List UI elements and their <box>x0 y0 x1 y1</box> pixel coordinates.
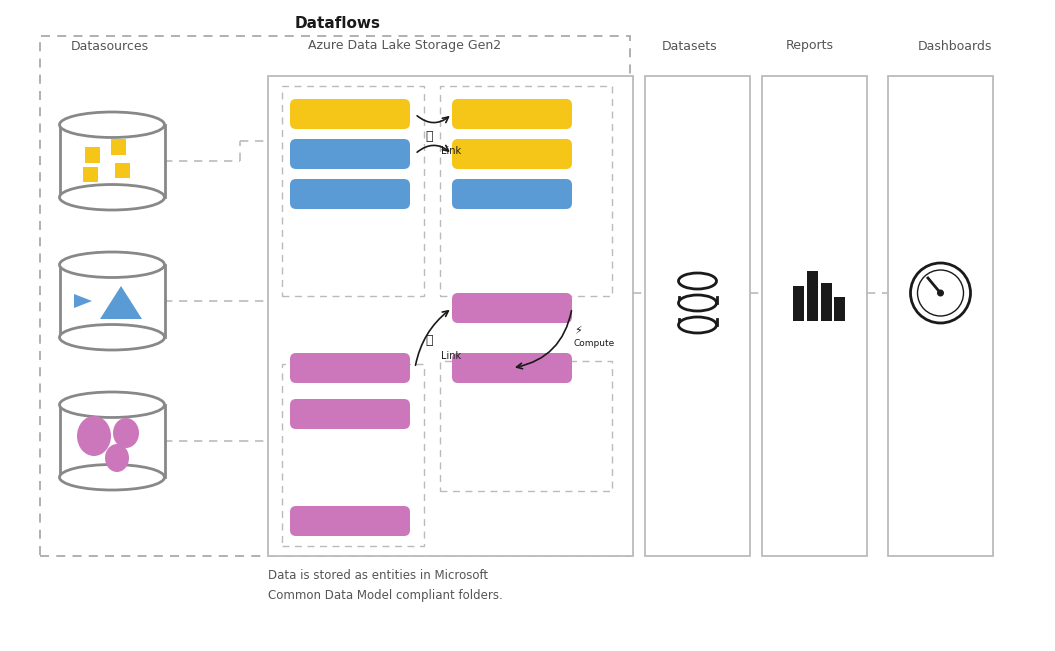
Bar <box>762 76 867 556</box>
Text: Reports: Reports <box>786 40 835 53</box>
Bar <box>40 36 630 556</box>
Text: ⚡: ⚡ <box>574 326 581 336</box>
Text: ⛓: ⛓ <box>425 130 433 143</box>
Polygon shape <box>74 294 92 308</box>
Bar <box>440 361 612 491</box>
Bar <box>59 405 165 477</box>
FancyBboxPatch shape <box>290 179 410 209</box>
Bar <box>111 139 126 154</box>
Bar <box>115 163 130 178</box>
Ellipse shape <box>59 112 165 137</box>
Ellipse shape <box>106 444 129 472</box>
Bar <box>440 86 612 296</box>
Ellipse shape <box>59 184 165 210</box>
Bar <box>268 76 633 556</box>
Bar <box>835 297 845 321</box>
Bar <box>678 319 716 325</box>
Bar <box>888 76 993 556</box>
FancyBboxPatch shape <box>452 99 572 129</box>
Text: Link: Link <box>441 146 461 156</box>
Ellipse shape <box>113 418 139 448</box>
FancyBboxPatch shape <box>290 353 410 383</box>
Text: ⛓: ⛓ <box>425 335 433 348</box>
Circle shape <box>910 263 971 323</box>
Text: Datasets: Datasets <box>663 40 717 53</box>
Ellipse shape <box>59 324 165 350</box>
Polygon shape <box>100 286 142 319</box>
Bar <box>82 167 97 182</box>
Ellipse shape <box>59 392 165 417</box>
Ellipse shape <box>59 465 165 490</box>
Circle shape <box>937 290 944 296</box>
Bar <box>678 297 716 303</box>
Text: Data is stored as entities in Microsoft
Common Data Model compliant folders.: Data is stored as entities in Microsoft … <box>268 569 503 602</box>
Bar <box>59 265 165 337</box>
Ellipse shape <box>678 273 716 289</box>
Text: Dataflows: Dataflows <box>294 16 381 31</box>
Ellipse shape <box>59 252 165 277</box>
Text: Link: Link <box>441 351 461 361</box>
Ellipse shape <box>678 295 716 311</box>
FancyBboxPatch shape <box>452 293 572 323</box>
Text: Datasources: Datasources <box>71 40 149 53</box>
Circle shape <box>918 270 963 316</box>
Ellipse shape <box>77 416 111 456</box>
Ellipse shape <box>678 317 716 333</box>
FancyBboxPatch shape <box>290 99 410 129</box>
Text: Compute: Compute <box>574 340 615 348</box>
Bar <box>84 148 99 163</box>
Text: Dashboards: Dashboards <box>918 40 992 53</box>
FancyBboxPatch shape <box>290 399 410 429</box>
FancyBboxPatch shape <box>290 139 410 169</box>
Bar <box>59 125 165 197</box>
Bar <box>282 86 424 296</box>
FancyBboxPatch shape <box>452 139 572 169</box>
FancyBboxPatch shape <box>452 179 572 209</box>
FancyBboxPatch shape <box>290 506 410 536</box>
Text: Azure Data Lake Storage Gen2: Azure Data Lake Storage Gen2 <box>308 40 501 53</box>
Bar <box>806 271 818 321</box>
FancyBboxPatch shape <box>452 353 572 383</box>
Bar <box>792 286 804 321</box>
Bar <box>645 76 750 556</box>
Bar <box>821 283 831 321</box>
Bar <box>282 364 424 546</box>
